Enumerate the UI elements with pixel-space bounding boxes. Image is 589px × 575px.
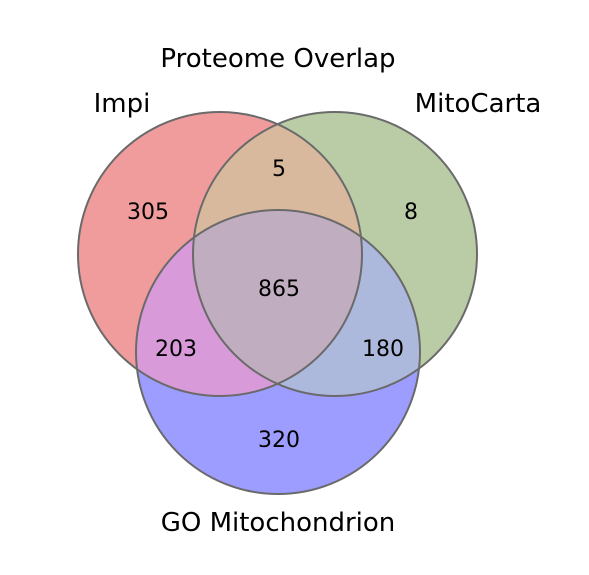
set-label-impi: Impi [94, 89, 151, 119]
count-impi-go: 203 [155, 337, 197, 362]
set-label-mitocarta: MitoCarta [415, 89, 542, 119]
count-mitocarta-only: 8 [404, 200, 418, 225]
count-mitocarta-go: 180 [362, 337, 404, 362]
set-label-go-mitochondrion: GO Mitochondrion [161, 508, 396, 538]
count-all-three: 865 [258, 277, 300, 302]
chart-title: Proteome Overlap [160, 44, 395, 74]
count-impi-mitocarta: 5 [272, 157, 286, 182]
count-impi-only: 305 [127, 200, 169, 225]
count-go-only: 320 [258, 428, 300, 453]
